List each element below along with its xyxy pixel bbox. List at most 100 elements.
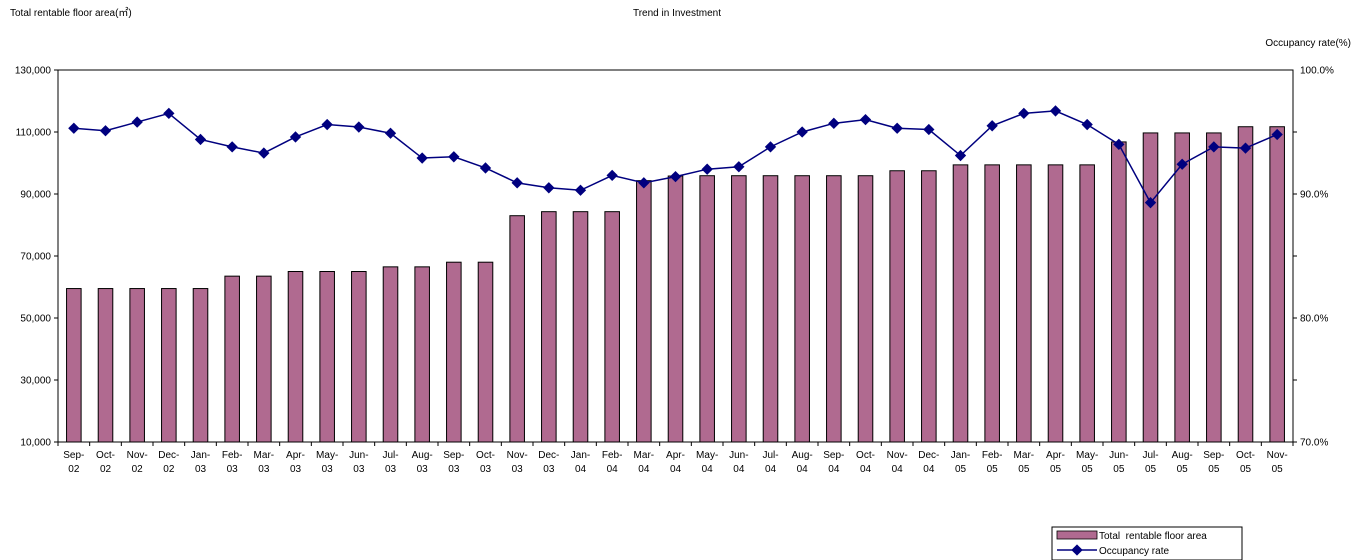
- x-tick-label-month: Dec-: [918, 450, 939, 461]
- occupancy-rate-point: [416, 152, 428, 164]
- occupancy-rate-point: [511, 177, 523, 189]
- x-tick-label-month: Oct-: [96, 450, 115, 461]
- x-tick-label-month: Feb-: [222, 450, 243, 461]
- occupancy-rate-point: [353, 121, 365, 133]
- floor-area-bar: [762, 175, 779, 443]
- x-tick-label-month: Jul-: [382, 450, 398, 461]
- floor-area-bar: [192, 288, 209, 443]
- left-axis-tick-label: 70,000: [20, 252, 51, 263]
- x-tick-label-year: 03: [480, 464, 492, 475]
- floor-area-bar: [794, 175, 810, 443]
- occupancy-rate-point: [1081, 118, 1093, 131]
- x-tick-label-year: 04: [923, 464, 935, 475]
- x-tick-label-month: Nov-: [127, 450, 148, 461]
- floor-area-bar: [1016, 164, 1032, 443]
- x-tick-label-month: Aug-: [412, 450, 433, 461]
- x-tick-label-year: 03: [448, 464, 460, 475]
- occupancy-rate-point: [1049, 105, 1062, 117]
- x-tick-label-year: 04: [575, 464, 587, 475]
- floor-area-bar: [541, 211, 557, 443]
- occupancy-rate-point: [1271, 128, 1283, 141]
- x-tick-label-month: Jun-: [1109, 450, 1128, 461]
- floor-area-bar: [1079, 164, 1095, 443]
- floor-area-bar: [287, 271, 304, 443]
- floor-area-bar: [319, 271, 335, 443]
- legend-line-marker: [1071, 544, 1083, 556]
- occupancy-rate-point: [733, 161, 745, 173]
- occupancy-rate-point: [1113, 138, 1125, 151]
- x-tick-label-year: 03: [543, 464, 555, 475]
- occupancy-rate-point: [638, 177, 650, 189]
- occupancy-rate-point: [321, 118, 333, 131]
- x-tick-label-year: 04: [797, 464, 809, 475]
- x-tick-label-month: Apr-: [286, 450, 305, 461]
- floor-area-bar: [699, 175, 715, 443]
- left-axis-tick-label: 50,000: [20, 314, 51, 325]
- floor-area-bar: [921, 170, 937, 443]
- floor-area-bar: [509, 215, 525, 443]
- x-tick-label-year: 03: [417, 464, 429, 475]
- floor-area-bar: [952, 164, 969, 443]
- occupancy-rate-point: [701, 163, 713, 175]
- occupancy-rate-point: [796, 126, 808, 138]
- floor-area-bar: [477, 261, 494, 443]
- axes: [54, 69, 1297, 446]
- floor-area-bar: [129, 288, 145, 443]
- floor-area-bar: [97, 288, 114, 443]
- x-tick-label-year: 05: [1177, 464, 1189, 475]
- occupancy-rate-point: [194, 133, 207, 146]
- floor-area-bar: [889, 170, 905, 443]
- x-tick-label-month: Sep-: [823, 450, 844, 461]
- x-tick-label-month: Dec-: [158, 450, 179, 461]
- x-tick-label-month: Oct-: [476, 450, 495, 461]
- x-tick-label-year: 05: [1208, 464, 1220, 475]
- x-tick-label-month: Oct-: [1236, 450, 1255, 461]
- right-axis-label: Occupancy rate(%): [1265, 38, 1351, 49]
- floor-area-bar: [1269, 126, 1285, 443]
- occupancy-rate-point: [258, 147, 270, 159]
- x-tick-label-month: May-: [696, 450, 718, 461]
- floor-area-bar: [667, 175, 684, 443]
- x-tick-label-year: 03: [385, 464, 397, 475]
- x-tick-label-month: May-: [316, 450, 338, 461]
- x-tick-label-month: Apr-: [666, 450, 685, 461]
- floor-area-bar: [224, 275, 240, 443]
- occupancy-rate-point: [1239, 142, 1252, 154]
- x-tick-label-year: 05: [1272, 464, 1284, 475]
- x-tick-label-year: 05: [1082, 464, 1094, 475]
- floor-area-bar: [604, 211, 620, 443]
- x-tick-label-month: Feb-: [602, 450, 623, 461]
- x-tick-label-month: Oct-: [856, 450, 875, 461]
- x-tick-label-year: 04: [638, 464, 650, 475]
- x-tick-label-year: 04: [670, 464, 682, 475]
- occupancy-rate-point: [1018, 107, 1030, 120]
- x-tick-label-month: Mar-: [1014, 450, 1035, 461]
- bar-series: [66, 126, 1285, 443]
- x-tick-label-year: 04: [892, 464, 904, 475]
- x-tick-label-year: 03: [512, 464, 524, 475]
- occupancy-rate-point: [448, 151, 460, 163]
- floor-area-bar: [1047, 164, 1064, 443]
- x-tick-label-year: 02: [68, 464, 80, 475]
- x-tick-label-year: 03: [290, 464, 302, 475]
- floor-area-bar: [1142, 132, 1159, 443]
- x-tick-label-month: Jan-: [571, 450, 590, 461]
- x-tick-label-month: Mar-: [634, 450, 655, 461]
- floor-area-bar: [636, 180, 652, 443]
- floor-area-bar: [1111, 141, 1127, 443]
- legend-bar-swatch: [1056, 530, 1098, 540]
- x-tick-label-month: Jun-: [729, 450, 748, 461]
- x-tick-label-year: 03: [258, 464, 270, 475]
- x-tick-label-month: May-: [1076, 450, 1098, 461]
- occupancy-rate-point: [99, 125, 112, 137]
- legend-line-label: Occupancy rate: [1099, 546, 1169, 557]
- x-tick-label-year: 05: [1240, 464, 1252, 475]
- x-tick-label-month: Jan-: [191, 450, 210, 461]
- occupancy-rate-point: [954, 149, 967, 162]
- x-tick-label-month: Jan-: [951, 450, 970, 461]
- floor-area-bar: [826, 175, 842, 443]
- x-tick-label-month: Feb-: [982, 450, 1003, 461]
- floor-area-bar: [161, 288, 177, 443]
- floor-area-bar: [984, 164, 1000, 443]
- occupancy-rate-point: [543, 182, 555, 194]
